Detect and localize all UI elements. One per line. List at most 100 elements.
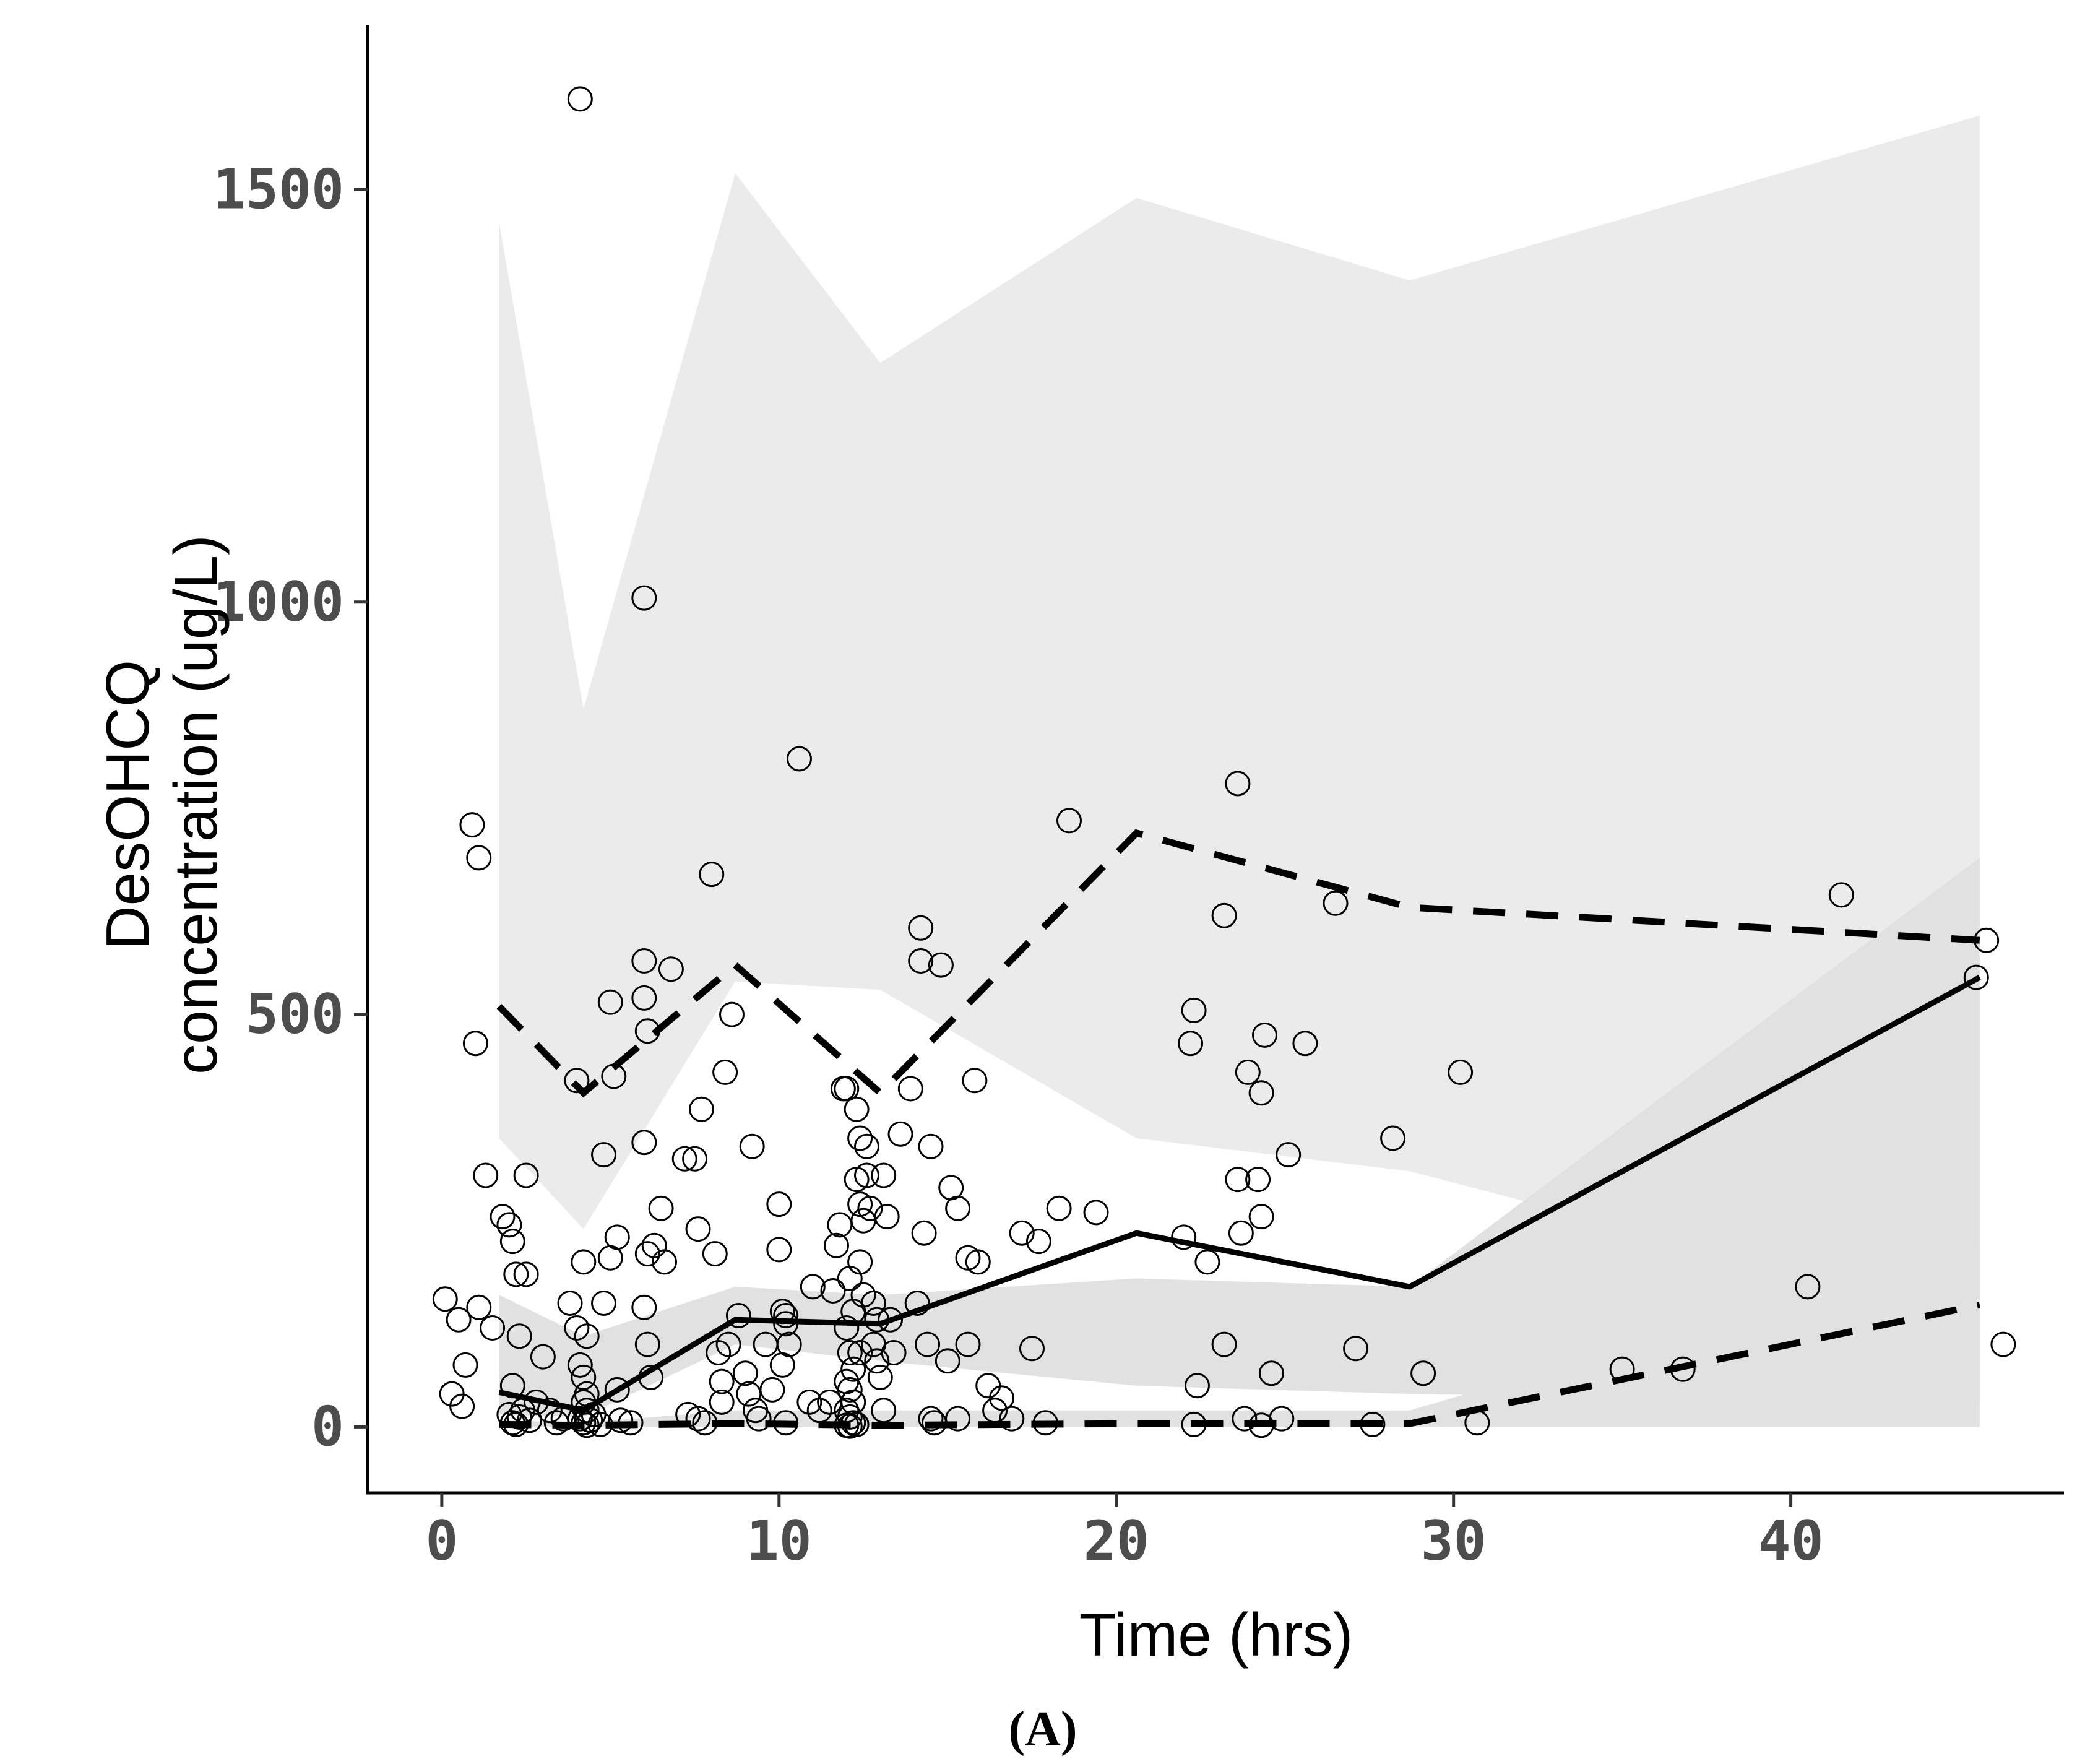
data-point [864, 1348, 890, 1374]
data-point [631, 1130, 657, 1156]
data-point [773, 1311, 799, 1337]
data-point [574, 1398, 600, 1424]
data-point [1609, 1356, 1635, 1382]
data-point [1245, 1167, 1271, 1193]
data-point [597, 989, 623, 1015]
prediction-interval-bands [499, 115, 1980, 1427]
data-point [652, 1249, 677, 1275]
y-axis-title: DesOHCQ concentration (ug/L) [93, 535, 230, 1074]
data-point [1276, 1142, 1302, 1168]
data-point [1464, 1410, 1490, 1436]
data-point [499, 1373, 525, 1399]
data-point [1670, 1356, 1696, 1382]
data-point [837, 1340, 863, 1365]
data-point [537, 1398, 563, 1424]
data-point [466, 1294, 492, 1320]
data-point [1181, 1411, 1207, 1437]
data-point [1025, 1229, 1051, 1255]
data-point [766, 1191, 792, 1217]
data-point [1292, 1031, 1318, 1057]
data-point [499, 1229, 525, 1255]
data-point [732, 1360, 758, 1386]
data-point [550, 1406, 576, 1432]
data-point [641, 1232, 667, 1258]
observed-95th-percentile-line [496, 829, 1980, 1098]
observed-data-points [432, 86, 2016, 1439]
data-point [827, 1212, 853, 1238]
data-point [587, 1411, 613, 1437]
data-point [945, 1195, 971, 1221]
data-point [1235, 1059, 1261, 1085]
data-point [887, 1121, 913, 1147]
data-point [850, 1282, 876, 1308]
data-point [1258, 1360, 1284, 1386]
data-point [446, 1307, 472, 1333]
data-point [503, 1261, 529, 1287]
data-point [658, 956, 684, 982]
data-point [1171, 1224, 1197, 1250]
data-point [904, 1291, 930, 1316]
data-point [682, 1146, 708, 1172]
data-point [1225, 771, 1251, 797]
axes [366, 25, 2064, 1495]
data-point [837, 1413, 863, 1439]
data-point [918, 1133, 944, 1159]
data-point [715, 1331, 741, 1357]
y-tick-label: 500 [246, 982, 344, 1046]
x-axis-title: Time (hrs) [1079, 1601, 1353, 1669]
data-point [634, 1331, 660, 1357]
data-point [564, 1315, 590, 1341]
data-point [860, 1291, 886, 1316]
data-point [908, 948, 934, 974]
data-point [796, 1389, 822, 1415]
data-point [837, 1266, 863, 1291]
data-point [692, 1410, 718, 1436]
data-point [1323, 890, 1349, 916]
x-tick-label: 0 [425, 1509, 458, 1573]
data-point [918, 1406, 944, 1432]
y-tick-label: 1000 [213, 570, 344, 634]
data-point [1360, 1411, 1386, 1437]
data-point [496, 1212, 522, 1238]
x-tick-label: 40 [1758, 1509, 1824, 1573]
data-point [908, 915, 934, 941]
panel-label: (A) [1008, 1702, 1077, 1757]
data-point [769, 1352, 795, 1378]
data-point [1269, 1406, 1295, 1432]
data-point [871, 1398, 897, 1424]
data-point [847, 1340, 873, 1365]
data-point [989, 1385, 1014, 1411]
data-point [945, 1406, 971, 1432]
data-point [432, 1286, 458, 1312]
data-point [1019, 1336, 1045, 1362]
data-point [854, 1162, 879, 1188]
data-point [1181, 997, 1207, 1023]
data-point [1232, 1406, 1258, 1432]
data-point [1225, 1167, 1251, 1193]
data-point [840, 1356, 866, 1382]
data-point [671, 1146, 697, 1172]
x-axis-ticks: 0 10 20 30 40 [425, 1493, 1824, 1573]
data-point [736, 1381, 762, 1407]
data-point [490, 1204, 516, 1230]
data-point [766, 1237, 792, 1263]
data-point [844, 1096, 870, 1122]
data-point [709, 1389, 735, 1415]
data-point [631, 948, 657, 974]
data-point [567, 1352, 593, 1378]
data-point [719, 1001, 745, 1027]
y-axis-title-line-1: DesOHCQ [93, 660, 162, 949]
data-point [1211, 902, 1237, 928]
data-point [1410, 1360, 1436, 1386]
data-point [634, 1018, 660, 1044]
data-point [631, 1294, 657, 1320]
data-point [480, 1315, 506, 1341]
data-point [571, 1249, 597, 1275]
data-point [530, 1344, 556, 1370]
data-point [1056, 808, 1082, 834]
data-point [806, 1398, 832, 1424]
data-point [915, 1331, 941, 1357]
data-point [601, 1063, 627, 1089]
data-point [955, 1331, 981, 1357]
data-point [824, 1232, 849, 1258]
